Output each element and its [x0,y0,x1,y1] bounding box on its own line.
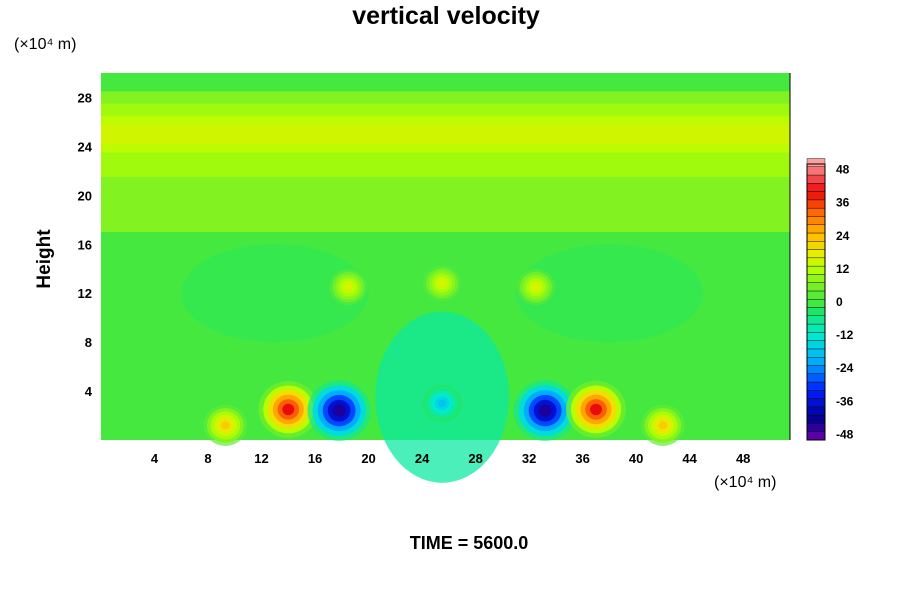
mid-lobe [515,244,704,343]
updraft-cell [641,404,685,446]
y-tick-label: 28 [78,90,92,105]
colorbar-segment [806,216,826,225]
colorbar-segment [806,265,826,275]
x-unit-label: (×10⁴ m) [714,474,776,491]
colorbar-segment [806,332,826,341]
updraft-cell [258,380,319,438]
colorbar-segment [806,315,826,325]
y-tick-label: 24 [78,139,93,154]
x-tick-label: 28 [468,451,482,466]
x-tick-label: 36 [575,451,589,466]
colorbar-segment [806,290,826,300]
updraft-cell [566,380,626,438]
downdraft-cell [513,380,577,441]
colorbar-segment [806,199,826,209]
colorbar-label: -48 [836,427,854,441]
colorbar-segment [806,232,826,242]
x-tick-label: 8 [204,451,211,466]
y-tick-label: 20 [78,188,92,203]
colorbar-label: 12 [836,262,850,276]
colorbar-segment [806,307,826,316]
colorbar-segment [806,274,826,283]
colorbar-segment [806,348,826,358]
chart-title: vertical velocity [352,2,540,30]
colorbar-segment [806,390,826,399]
colorbar-label: 48 [836,163,850,177]
colorbar-segment [806,224,826,234]
y-tick-label: 8 [85,335,92,350]
x-tick-label: 4 [151,451,159,466]
colorbar-segment [806,414,826,424]
plot-area [101,73,791,483]
updraft-cell [422,265,462,302]
colorbar-segment [806,158,826,167]
colorbar-frame [806,163,826,441]
colorbar-segment [806,423,826,432]
x-tick-label: 20 [361,451,375,466]
y-unit-label: (×10⁴ m) [14,36,76,53]
velocity-features [203,265,685,446]
colorbar-label: 24 [836,229,850,243]
x-tick-label: 24 [415,451,430,466]
colorbar-segment [806,249,826,259]
colorbar-segment [806,183,826,192]
colorbar: 48 36 24 12 0 -12 -24 -36 -48 [806,158,854,441]
colorbar-segment [806,381,826,391]
colorbar-segment [806,191,826,201]
colorbar-segment [806,431,826,441]
colorbar-label: 0 [836,295,843,309]
y-axis-label: Height [34,229,55,289]
colorbar-label: -36 [836,394,854,408]
upper-band [101,124,790,144]
x-axis: 4 8 12 16 20 24 28 32 36 40 44 48 [151,451,751,466]
x-tick-label: 40 [629,451,643,466]
x-tick-label: 44 [682,451,697,466]
colorbar-segment [806,299,826,308]
downdraft-cell [422,384,463,423]
colorbar-segment [806,174,826,184]
colorbar-segment [806,340,826,350]
updraft-cell [329,269,368,306]
x-tick-label: 12 [254,451,268,466]
colorbar-segment [806,357,826,366]
updraft-cell [516,269,555,306]
y-tick-label: 16 [78,237,92,252]
mid-lobe [181,244,369,343]
colorbar-segment [806,365,826,374]
colorbar-segment [806,398,826,408]
y-tick-label: 4 [85,384,93,399]
colorbar-label: 36 [836,196,850,210]
colorbar-segment [806,241,826,250]
colorbar-segment [806,323,826,333]
x-tick-label: 32 [522,451,536,466]
colorbar-label: -24 [836,361,854,375]
colorbar-segment [806,257,826,267]
colorbar-segment [806,406,826,416]
x-tick-label: 16 [308,451,322,466]
colorbar-segment [806,282,826,292]
colorbar-segment [806,207,826,217]
colorbar-segment [806,373,826,383]
x-tick-label: 48 [736,451,750,466]
colorbar-segment [806,166,826,176]
y-tick-label: 12 [78,286,92,301]
y-axis: 4 8 12 16 20 24 28 [78,90,93,399]
colorbar-label: -12 [836,328,854,342]
time-label: TIME = 5600.0 [410,533,529,553]
updraft-cell [203,404,248,446]
downdraft-cell [307,380,371,441]
